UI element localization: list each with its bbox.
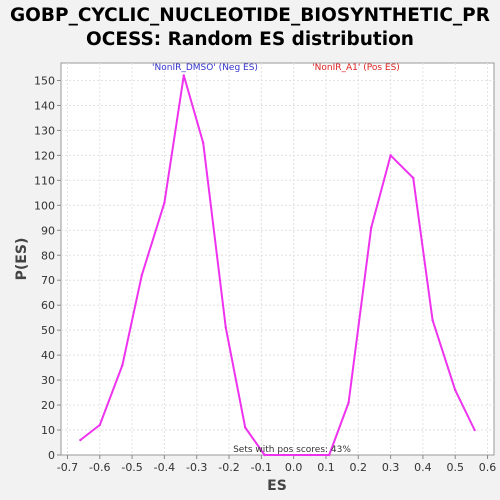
- x-axis-label: ES: [267, 478, 287, 494]
- x-tick-label: 0.4: [414, 461, 432, 474]
- data-point: [370, 226, 373, 229]
- y-tick-label: 0: [48, 449, 55, 462]
- x-tick-label: -0.4: [154, 461, 175, 474]
- x-tick-label: -0.3: [186, 461, 207, 474]
- y-tick-label: 140: [34, 99, 55, 112]
- series-line: [79, 74, 476, 456]
- x-tick-label: 0.2: [350, 461, 368, 474]
- chart-title-line-2: OCESS: Random ES distribution: [86, 29, 414, 50]
- neg-es-annotation: 'NonIR_DMSO' (Neg ES): [152, 63, 258, 73]
- plot-area: [60, 62, 495, 456]
- data-point: [263, 453, 266, 457]
- series-points: [79, 74, 476, 457]
- data-point: [182, 74, 185, 77]
- data-point: [121, 363, 124, 367]
- x-tick-label: -0.2: [218, 461, 239, 474]
- y-axis: 0 10 20 30 40 50 60 70 80 90 100 110 120 130 140 150: [34, 74, 61, 462]
- x-tick-label: -0.5: [121, 461, 142, 474]
- data-point: [201, 141, 205, 145]
- data-point: [473, 428, 476, 432]
- y-tick-label: 90: [41, 224, 55, 237]
- y-tick-label: 20: [41, 399, 55, 412]
- data-point: [79, 438, 82, 442]
- data-point: [163, 201, 166, 205]
- chart-title: GOBP_CYCLIC_NUCLEOTIDE_BIOSYNTHETIC_PR O…: [0, 4, 500, 52]
- y-tick-label: 50: [41, 324, 55, 337]
- data-point: [308, 453, 312, 457]
- y-tick-label: 150: [34, 74, 55, 87]
- x-tick-label: 0.0: [285, 461, 303, 474]
- chart-title-line-1: GOBP_CYCLIC_NUCLEOTIDE_BIOSYNTHETIC_PR: [10, 5, 490, 26]
- y-axis-label: P(ES): [14, 238, 30, 281]
- data-point: [282, 453, 286, 457]
- y-tick-label: 100: [34, 199, 55, 212]
- y-tick-label: 10: [41, 424, 55, 437]
- x-tick-label: 0.3: [382, 461, 400, 474]
- data-point: [224, 326, 227, 329]
- y-tick-label: 130: [34, 124, 55, 137]
- data-point: [431, 318, 434, 322]
- y-tick-label: 70: [41, 274, 55, 287]
- grid: [61, 63, 494, 455]
- x-tick-label: -0.7: [57, 461, 78, 474]
- x-tick-label: -0.6: [89, 461, 110, 474]
- data-point: [98, 423, 101, 427]
- y-tick-label: 40: [41, 349, 55, 362]
- data-point: [389, 154, 392, 157]
- pos-es-annotation: 'NonIR_A1' (Pos ES): [312, 63, 400, 73]
- x-axis: -0.7 -0.6 -0.5 -0.4 -0.3 -0.2 -0.1 0.0 0.1 0.2 0.3…: [57, 455, 497, 474]
- y-tick-label: 30: [41, 374, 55, 387]
- data-point: [347, 401, 350, 404]
- x-tick-label: 0.5: [446, 461, 464, 474]
- data-point: [243, 426, 247, 429]
- y-tick-label: 80: [41, 249, 55, 262]
- y-tick-label: 110: [34, 174, 55, 187]
- data-point: [454, 388, 457, 392]
- data-point: [140, 274, 143, 277]
- x-tick-label: 0.1: [317, 461, 335, 474]
- pos-score-annotation: Sets with pos scores: 43%: [233, 445, 351, 455]
- data-point: [328, 453, 331, 457]
- x-tick-label: 0.6: [479, 461, 497, 474]
- y-tick-label: 60: [41, 299, 55, 312]
- x-tick-label: -0.1: [251, 461, 272, 474]
- data-point: [412, 176, 415, 180]
- y-tick-label: 120: [34, 149, 55, 162]
